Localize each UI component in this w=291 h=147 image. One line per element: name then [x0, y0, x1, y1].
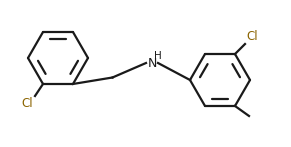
Text: H: H — [154, 51, 162, 61]
Text: Cl: Cl — [246, 30, 258, 43]
Text: Cl: Cl — [21, 97, 33, 110]
Text: N: N — [147, 56, 157, 70]
